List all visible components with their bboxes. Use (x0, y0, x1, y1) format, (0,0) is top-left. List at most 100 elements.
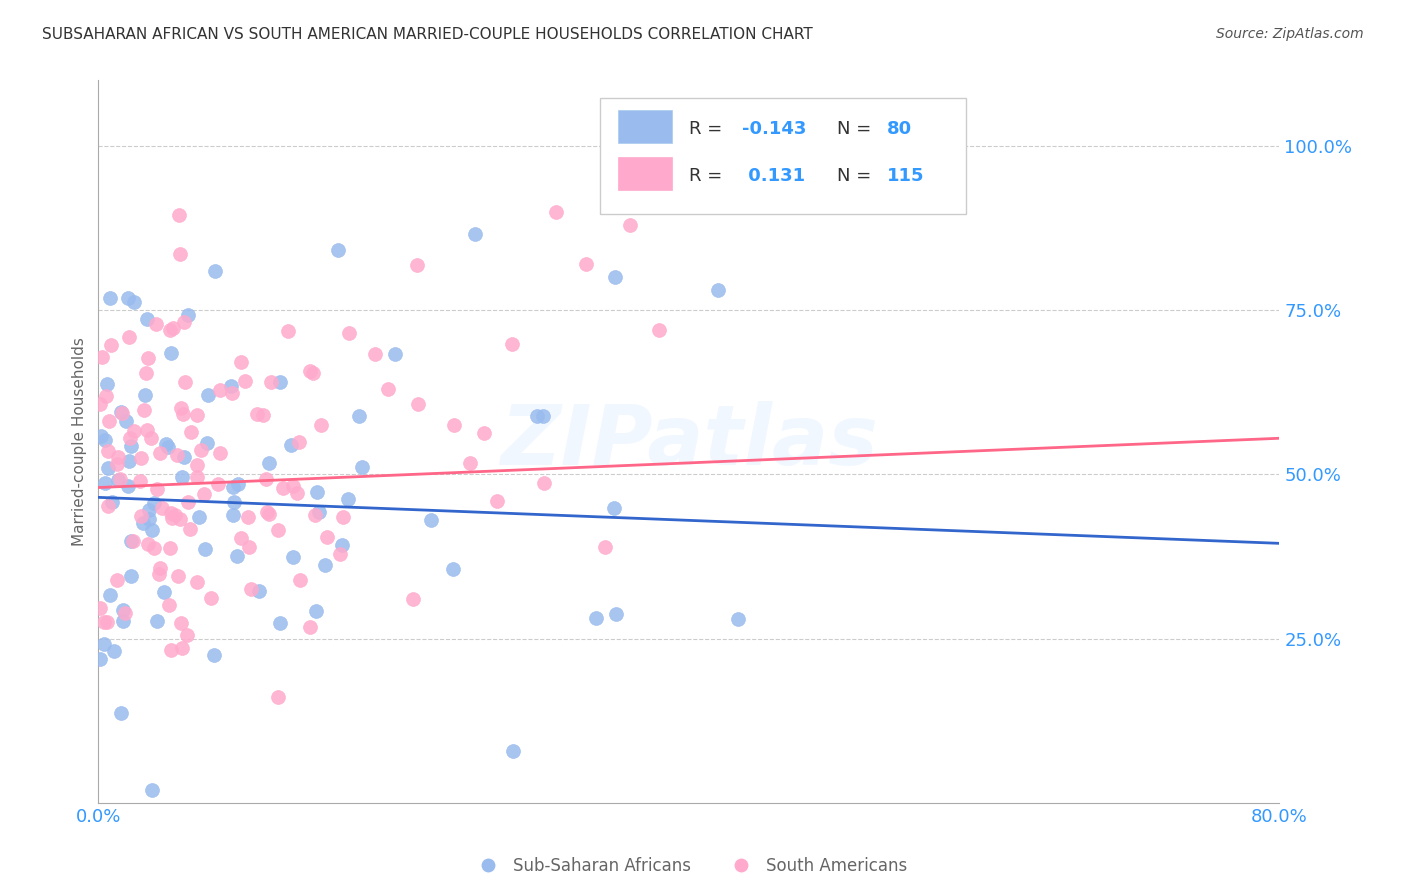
Point (441, 562, 464, 576)
Point (157, 598, 180, 612)
Point (314, 558, 336, 573)
Point (603, 501, 626, 516)
Point (267, 523, 290, 537)
Point (101, 495, 124, 509)
Point (152, 585, 174, 599)
FancyBboxPatch shape (619, 110, 672, 143)
Point (97, 444, 120, 458)
Point (288, 574, 311, 588)
Point (139, 431, 162, 445)
Point (485, 494, 508, 508)
Point (707, 284, 730, 298)
Point (347, 409, 370, 423)
Point (326, 243, 349, 257)
Point (226, 476, 249, 491)
Text: N =: N = (837, 167, 876, 185)
Point (156, 440, 179, 454)
Point (364, 346, 387, 360)
Point (267, 690, 290, 704)
Point (94, 389, 117, 403)
Point (107, 473, 129, 487)
Point (177, 494, 200, 508)
Point (166, 448, 188, 462)
Y-axis label: Married-couple Households: Married-couple Households (72, 337, 87, 546)
Point (89, 396, 111, 410)
Point (118, 329, 141, 343)
Point (100, 337, 122, 351)
Point (287, 435, 309, 450)
Point (149, 561, 172, 575)
Point (96, 376, 118, 391)
Point (93, 615, 115, 629)
Point (246, 407, 269, 421)
Point (170, 401, 193, 415)
Point (110, 405, 132, 419)
Point (337, 326, 360, 341)
Point (501, 337, 523, 351)
Point (120, 431, 142, 445)
Point (170, 615, 193, 630)
Point (533, 476, 555, 491)
Point (247, 583, 270, 598)
Point (269, 616, 291, 631)
Point (352, 459, 374, 474)
Point (150, 500, 173, 515)
Text: N =: N = (837, 120, 876, 138)
Text: 115: 115 (887, 167, 925, 185)
Point (304, 508, 326, 523)
Point (105, 573, 128, 587)
Point (160, 345, 183, 359)
Text: Source: ZipAtlas.com: Source: ZipAtlas.com (1216, 27, 1364, 41)
Point (305, 604, 328, 618)
Legend: Sub-Saharan Africans, South Americans: Sub-Saharan Africans, South Americans (464, 850, 914, 881)
Point (233, 375, 256, 389)
Point (402, 592, 425, 607)
Point (134, 388, 156, 402)
Point (148, 566, 170, 581)
Point (256, 505, 278, 519)
Point (224, 495, 246, 509)
Point (298, 620, 321, 634)
Point (546, 204, 568, 219)
Point (176, 628, 198, 642)
Point (145, 317, 167, 331)
Point (186, 470, 208, 484)
Point (225, 549, 247, 563)
Point (209, 384, 232, 398)
Point (332, 510, 354, 524)
Point (131, 516, 153, 530)
Point (172, 407, 194, 421)
Point (200, 591, 222, 606)
Point (160, 642, 183, 657)
Point (141, 782, 163, 797)
Point (98, 588, 121, 602)
Point (132, 403, 155, 417)
Text: R =: R = (689, 167, 728, 185)
Point (299, 364, 322, 378)
Point (236, 510, 259, 524)
Point (112, 614, 135, 628)
Point (136, 423, 159, 437)
Point (162, 320, 184, 334)
Point (112, 603, 135, 617)
Point (136, 351, 159, 365)
Point (90, 429, 112, 443)
Point (285, 486, 308, 500)
Point (131, 509, 153, 524)
Point (648, 323, 671, 337)
Point (727, 612, 749, 626)
Point (458, 456, 481, 470)
Point (190, 443, 212, 458)
Point (301, 367, 323, 381)
Point (96, 615, 118, 630)
Point (194, 542, 217, 557)
Point (97, 499, 120, 513)
Text: R =: R = (689, 120, 728, 138)
Point (173, 450, 195, 465)
Point (120, 439, 142, 453)
Point (443, 418, 465, 433)
Point (281, 478, 304, 492)
Point (145, 615, 167, 629)
Point (141, 523, 163, 537)
Point (142, 496, 165, 510)
